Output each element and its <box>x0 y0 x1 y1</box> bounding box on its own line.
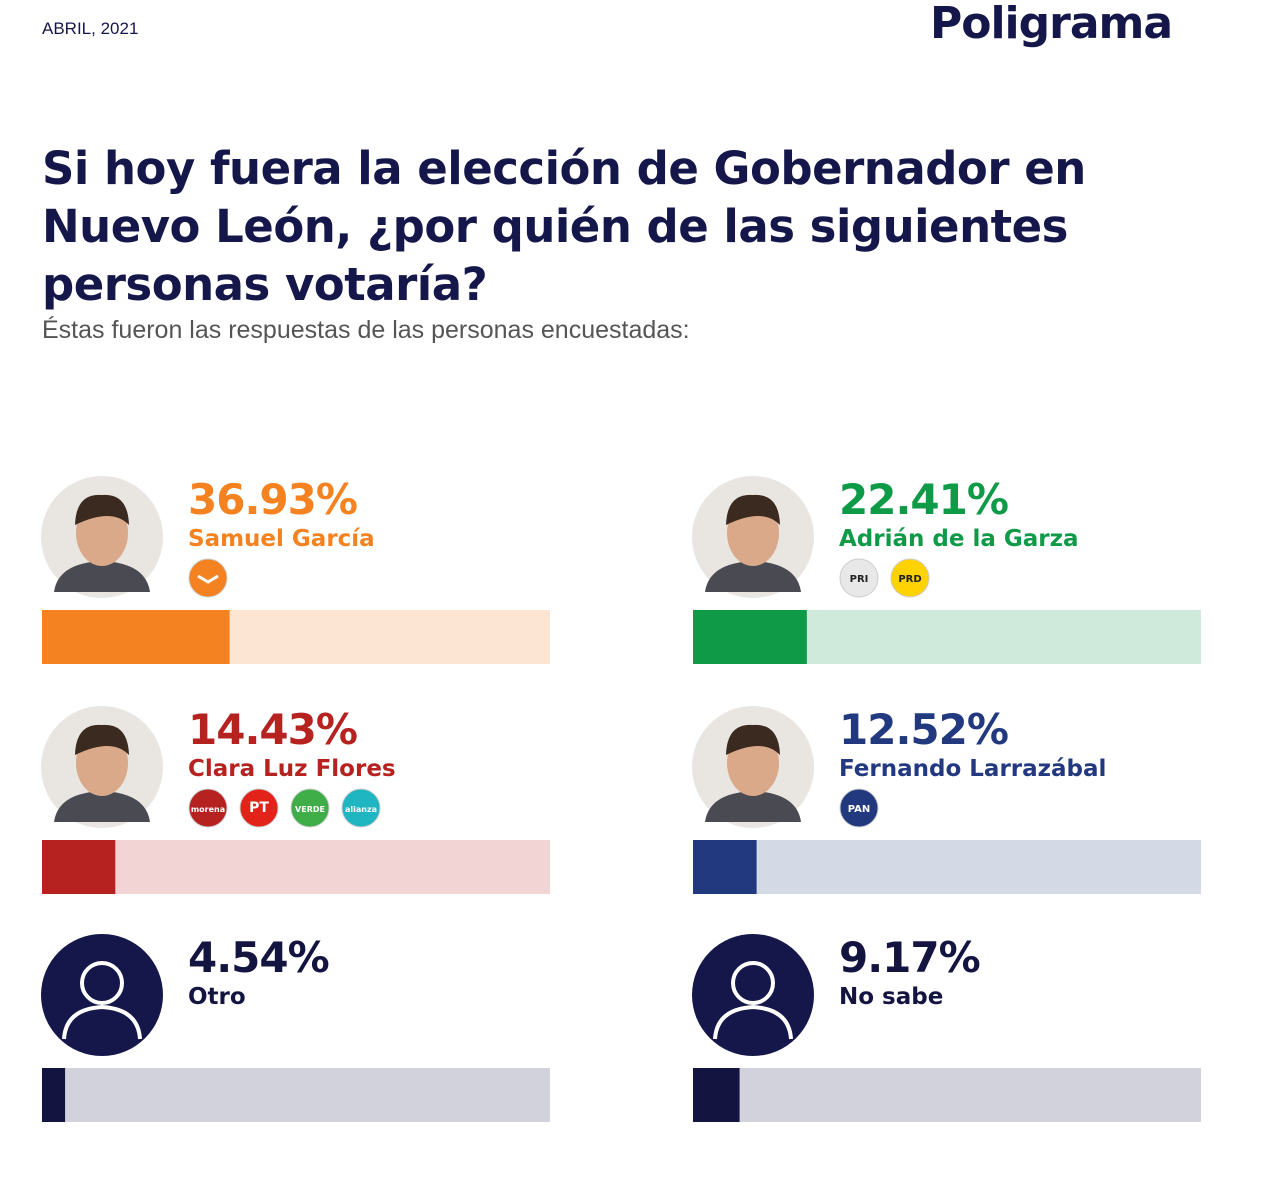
avatar-body <box>54 561 150 592</box>
party-label: alianza <box>345 805 377 814</box>
chart-subtitle: Éstas fueron las respuestas de las perso… <box>42 316 690 344</box>
party-label: PAN <box>848 804 871 815</box>
date: ABRIL, 2021 <box>42 19 139 38</box>
bar <box>42 840 116 894</box>
bar <box>693 840 757 894</box>
candidate-name: Fernando Larrazábal <box>839 756 1106 782</box>
bar <box>42 610 230 664</box>
avatar-hair <box>75 494 129 525</box>
avatar-body <box>713 1004 793 1040</box>
party-label: PRD <box>898 574 921 585</box>
bar-track <box>42 840 550 894</box>
party-logo <box>890 558 930 598</box>
avatar-hair <box>75 724 129 755</box>
value-label: 9.17% <box>839 933 980 982</box>
party-logo <box>290 788 330 828</box>
party-label: VERDE <box>295 805 325 814</box>
party-label: PRI <box>850 574 869 585</box>
party-logo <box>839 788 879 828</box>
party-logo <box>239 788 279 828</box>
party-logo <box>341 788 381 828</box>
candidate-name: Samuel García <box>188 526 375 552</box>
party-label: PT <box>249 800 269 816</box>
chart-title: Si hoy fuera la elección de Gobernador e… <box>42 142 1086 311</box>
avatar <box>692 934 814 1056</box>
party-logo <box>188 788 228 828</box>
avatar-body <box>54 791 150 822</box>
bar <box>693 1068 740 1122</box>
avatar-head <box>80 961 124 1005</box>
party-label: morena <box>191 805 225 814</box>
value-label: 36.93% <box>188 475 357 524</box>
brand-logo: Poligrama <box>930 0 1173 49</box>
value-label: 14.43% <box>188 705 357 754</box>
bar-track <box>42 1068 550 1122</box>
avatar-body <box>62 1004 142 1040</box>
party-logo <box>839 558 879 598</box>
party-mark <box>197 574 219 584</box>
avatar <box>41 934 163 1056</box>
avatar-hair <box>726 494 780 525</box>
bar-track <box>693 840 1201 894</box>
avatar-body <box>705 561 801 592</box>
value-label: 12.52% <box>839 705 1008 754</box>
candidate-name: Adrián de la Garza <box>839 526 1079 552</box>
party-logo <box>188 558 228 598</box>
avatar-head <box>731 961 775 1005</box>
avatar-hair <box>726 724 780 755</box>
candidate-name: No sabe <box>839 984 943 1010</box>
candidate-name: Otro <box>188 984 246 1010</box>
candidate-name: Clara Luz Flores <box>188 756 396 782</box>
bar-track <box>693 1068 1201 1122</box>
bar <box>693 610 807 664</box>
value-label: 22.41% <box>839 475 1008 524</box>
value-label: 4.54% <box>188 933 329 982</box>
bar <box>42 1068 66 1122</box>
avatar-body <box>705 791 801 822</box>
